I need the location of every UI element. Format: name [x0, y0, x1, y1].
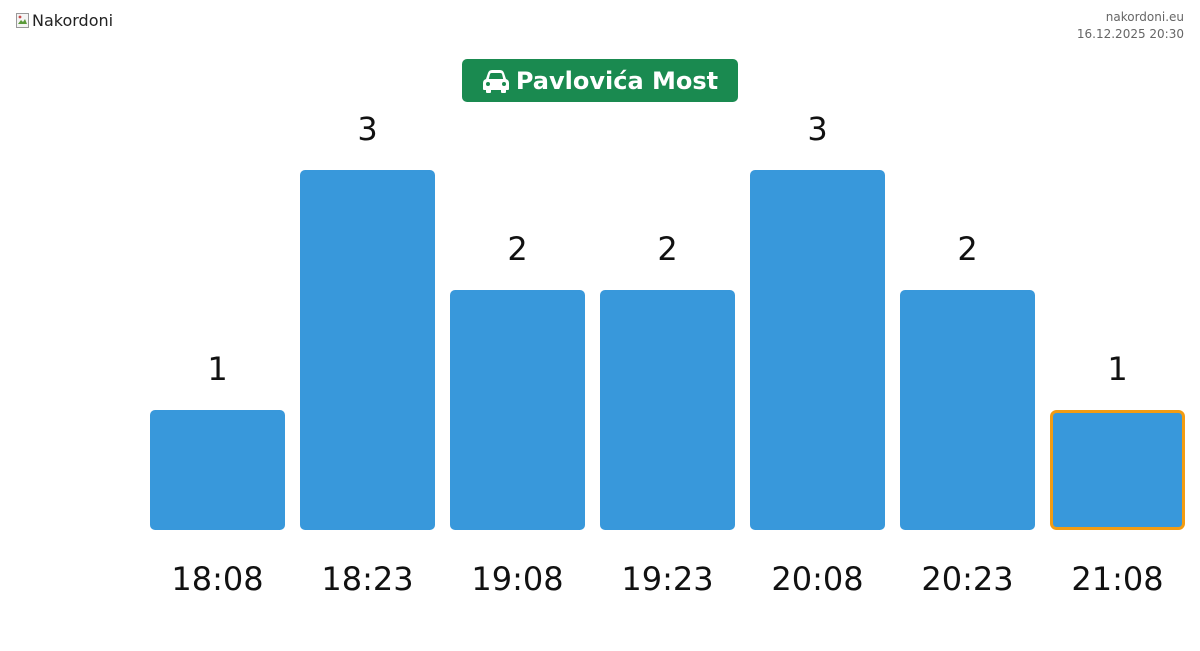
category-label: 20:23 — [921, 560, 1013, 598]
bar-1923 — [600, 290, 735, 530]
value-label: 2 — [507, 230, 527, 268]
value-label: 1 — [1107, 350, 1127, 388]
category-label: 18:08 — [171, 560, 263, 598]
value-label: 3 — [807, 110, 827, 148]
value-label: 3 — [357, 110, 377, 148]
car-icon — [482, 69, 509, 93]
category-label: 18:23 — [321, 560, 413, 598]
bar-2023 — [900, 290, 1035, 530]
category-label: 19:08 — [471, 560, 563, 598]
site-name: nakordoni.eu — [1105, 10, 1184, 24]
category-label: 20:08 — [771, 560, 863, 598]
border-crossing-title: Pavlovića Most — [462, 59, 738, 102]
title-text: Pavlovića Most — [515, 66, 719, 95]
value-label: 2 — [657, 230, 677, 268]
timestamp: 16.12.2025 20:30 — [1076, 27, 1184, 41]
bar-2108 — [1050, 410, 1185, 530]
bar-2008 — [750, 170, 885, 530]
logo[interactable]: Nakordoni — [16, 11, 113, 30]
logo-alt-text: Nakordoni — [32, 11, 114, 30]
category-label: 19:23 — [621, 560, 713, 598]
bar-1908 — [450, 290, 585, 530]
category-label: 21:08 — [1071, 560, 1163, 598]
bar-1808 — [150, 410, 285, 530]
value-label: 1 — [207, 350, 227, 388]
value-label: 2 — [957, 230, 977, 268]
bar-1823 — [300, 170, 435, 530]
site-info: nakordoni.eu 16.12.2025 20:30 — [1077, 9, 1184, 43]
broken-image-icon — [16, 12, 30, 29]
